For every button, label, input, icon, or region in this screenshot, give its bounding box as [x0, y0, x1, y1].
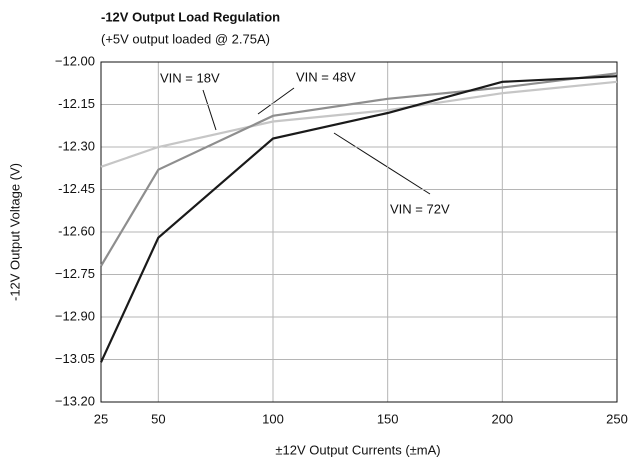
y-tick-label: −13.05 — [55, 351, 95, 366]
x-axis-label: ±12V Output Currents (±mA) — [275, 442, 440, 457]
leader-lines — [202, 87, 431, 195]
y-tick-label: −13.20 — [55, 393, 95, 408]
leader-line — [333, 132, 431, 195]
series-label: VIN = 18V — [160, 70, 220, 85]
chart-title: -12V Output Load Regulation — [101, 9, 280, 24]
x-tick-label: 100 — [262, 411, 284, 426]
x-tick-label: 150 — [377, 411, 399, 426]
chart-subtitle: (+5V output loaded @ 2.75A) — [101, 31, 270, 46]
y-tick-label: -12.60 — [58, 223, 95, 238]
series-line — [100, 72, 618, 267]
y-tick-label: −12.75 — [55, 266, 95, 281]
x-tick-label: 50 — [151, 411, 165, 426]
y-tick-label: -12.30 — [58, 138, 95, 153]
y-tick-label: −12.00 — [55, 53, 95, 68]
series-label: VIN = 48V — [296, 69, 356, 84]
x-tick-label: 25 — [94, 411, 108, 426]
y-axis-label: -12V Output Voltage (V) — [7, 163, 22, 301]
series-label: VIN = 72V — [390, 201, 450, 216]
y-tick-label: -12.45 — [58, 181, 95, 196]
plot-frame — [100, 61, 618, 403]
leader-line — [202, 89, 217, 131]
x-tick-label: 250 — [606, 411, 628, 426]
leader-line — [257, 87, 295, 115]
x-tick-label: 200 — [491, 411, 513, 426]
series-line — [100, 75, 618, 363]
y-tick-label: −12.90 — [55, 308, 95, 323]
series-line — [100, 80, 618, 168]
y-tick-label: -12.15 — [58, 96, 95, 111]
